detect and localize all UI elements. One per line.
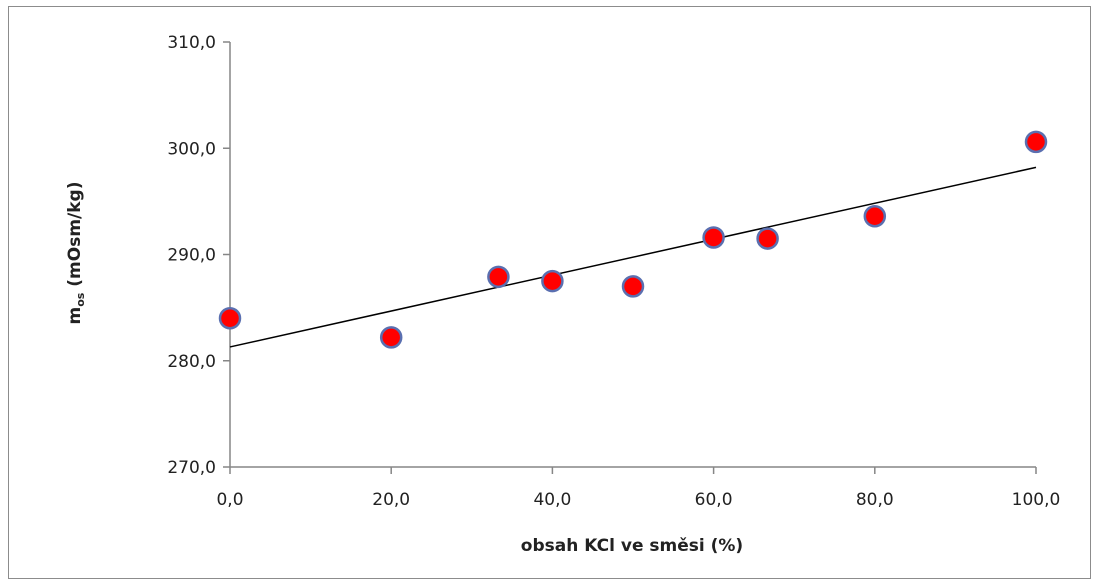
data-point xyxy=(863,205,887,228)
data-point xyxy=(756,227,779,250)
y-tick-label: 310,0 xyxy=(167,33,216,53)
y-tick-label: 270,0 xyxy=(167,458,216,478)
x-tick-label: 0,0 xyxy=(216,490,243,510)
data-point xyxy=(702,226,725,249)
axes xyxy=(229,42,1036,468)
y-tick-label: 290,0 xyxy=(167,246,216,266)
x-tick-label: 40,0 xyxy=(533,490,571,510)
trendline xyxy=(229,166,1037,348)
trendline-group xyxy=(229,166,1037,348)
data-point xyxy=(487,265,510,289)
x-tick-label: 100,0 xyxy=(1012,490,1061,510)
data-point xyxy=(621,275,645,298)
y-tick-label: 300,0 xyxy=(167,139,216,159)
data-point xyxy=(218,307,242,330)
y-axis-title-rest: (mOsm/kg) xyxy=(65,182,85,293)
data-point xyxy=(1024,130,1048,154)
x-axis-title: obsah KCl ve směsi (%) xyxy=(521,536,743,556)
data-point xyxy=(541,269,564,293)
y-axis-title: mos (mOsm/kg) xyxy=(65,182,87,325)
data-point xyxy=(379,326,403,349)
ticks: 270,0 280,0 290,0 300,0 310,0 0,0 20,0 40,0 60,0… xyxy=(167,33,1060,510)
data-points xyxy=(218,130,1048,349)
chart-frame xyxy=(8,6,1091,579)
y-axis-title-subscript: os xyxy=(74,292,87,307)
y-tick-label: 280,0 xyxy=(167,352,216,372)
y-axis-title-main: m xyxy=(65,307,85,325)
x-tick-label: 20,0 xyxy=(372,490,410,510)
x-tick-label: 80,0 xyxy=(856,490,894,510)
x-tick-label: 60,0 xyxy=(695,490,733,510)
